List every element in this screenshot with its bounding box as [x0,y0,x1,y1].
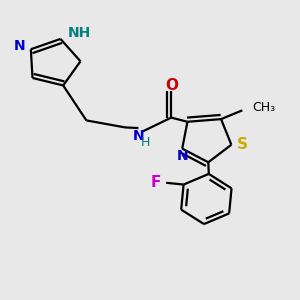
Text: F: F [150,175,161,190]
Text: CH₃: CH₃ [252,101,275,114]
Text: N: N [176,149,188,163]
Text: S: S [237,137,248,152]
Text: O: O [165,78,178,93]
Text: H: H [141,136,150,148]
Text: N: N [14,40,25,53]
Text: NH: NH [68,26,92,40]
Text: N: N [133,129,144,143]
